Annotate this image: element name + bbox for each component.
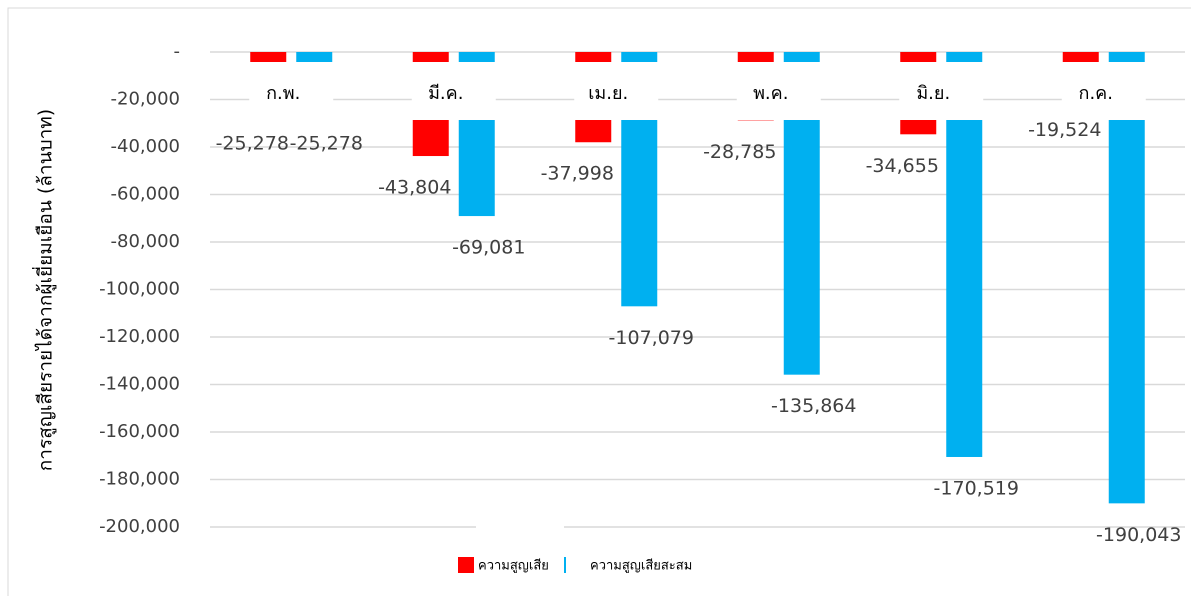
category-label-box <box>249 62 334 120</box>
x-tick-label: พ.ค. <box>753 83 788 104</box>
legend-box <box>476 520 564 590</box>
data-label: -170,519 <box>934 477 1019 499</box>
data-label: -25,278 <box>290 133 363 155</box>
category-label-box <box>411 62 496 120</box>
y-axis-title: การสูญเสียรายได้จากผู้เยี่ยมเยือน (ล้านบ… <box>32 109 57 471</box>
legend-swatch <box>564 557 566 573</box>
y-tick-label: -20,000 <box>111 89 180 110</box>
chart-border <box>7 7 1191 596</box>
data-label: -43,804 <box>378 177 451 199</box>
y-tick-label: -100,000 <box>99 279 180 300</box>
data-label: -135,864 <box>771 395 856 417</box>
x-tick-label: เม.ย. <box>588 83 628 104</box>
legend-swatch <box>458 557 474 573</box>
bar <box>1108 52 1145 504</box>
legend-label: ความสูญเสีย <box>478 558 549 574</box>
category-label-box <box>736 62 821 120</box>
data-label: -107,079 <box>609 327 694 349</box>
legend-label: ความสูญเสียสะสม <box>590 558 692 574</box>
data-label: -28,785 <box>703 141 776 163</box>
y-tick-label: -120,000 <box>99 326 180 347</box>
category-label-box <box>899 62 984 120</box>
data-label: -34,655 <box>866 155 939 177</box>
x-tick-label: ก.พ. <box>266 83 300 104</box>
x-tick-label: ก.ค. <box>1079 83 1113 104</box>
category-label-box <box>574 62 659 120</box>
y-tick-label: -200,000 <box>99 516 180 537</box>
category-label-box <box>1061 62 1146 120</box>
x-tick-label: มี.ค. <box>428 83 463 104</box>
y-tick-label: - <box>174 41 181 62</box>
data-label: -19,524 <box>1028 119 1101 141</box>
data-label: -25,278 <box>216 133 289 155</box>
y-tick-label: -60,000 <box>111 184 180 205</box>
data-label: -37,998 <box>541 163 614 185</box>
y-tick-label: -140,000 <box>99 374 180 395</box>
y-tick-label: -160,000 <box>99 421 180 442</box>
data-label: -69,081 <box>452 237 525 259</box>
y-tick-label: -80,000 <box>111 231 180 252</box>
y-tick-label: -180,000 <box>99 469 180 490</box>
y-tick-label: -40,000 <box>111 136 180 157</box>
data-label: -190,043 <box>1096 524 1181 546</box>
x-tick-label: มิ.ย. <box>916 83 950 104</box>
